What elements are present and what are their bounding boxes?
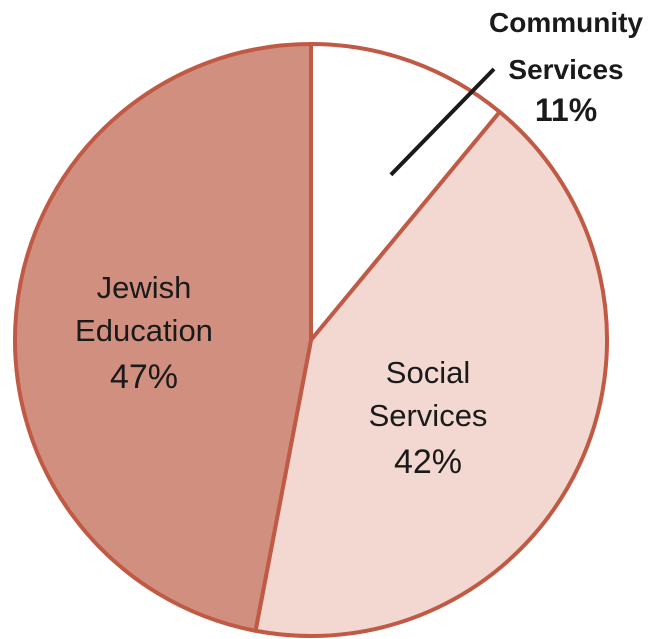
slice-label-social-services-line2: Services: [369, 398, 488, 433]
slice-label-jewish-education-line1: Jewish: [97, 270, 192, 305]
slice-community-services: [309, 42, 502, 342]
leader-line-community-services: [389, 67, 496, 177]
slice-label-community-services-line2: Services: [508, 54, 623, 85]
slice-label-social-services-line1: Social: [386, 355, 470, 390]
slice-value-jewish-education: 47%: [110, 358, 178, 396]
slice-value-community-services: 11%: [535, 92, 597, 128]
slice-label-community-services-line1: Community: [489, 7, 643, 38]
slice-value-social-services: 42%: [394, 443, 462, 481]
slice-social-services: [253, 109, 609, 639]
slice-label-jewish-education-line2: Education: [75, 313, 213, 348]
slice-jewish-education: [13, 42, 313, 633]
